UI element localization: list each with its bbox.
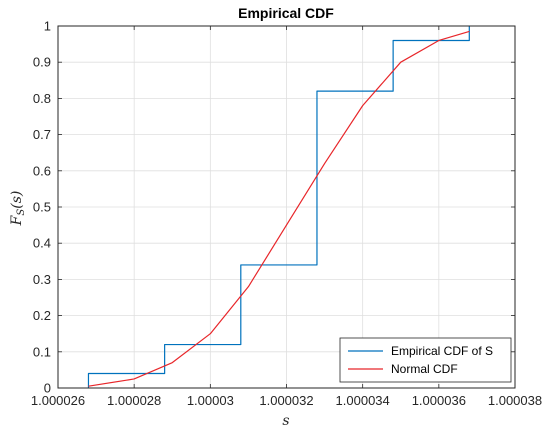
y-tick-label: 0.8 xyxy=(33,91,51,106)
legend: Empirical CDF of S Normal CDF xyxy=(339,337,512,383)
y-tick-label: 0.5 xyxy=(33,200,51,215)
y-tick-label: 0.6 xyxy=(33,163,51,178)
x-tick-label: 1.000032 xyxy=(259,393,313,408)
ticks xyxy=(57,25,516,389)
series-layer xyxy=(87,26,470,388)
y-axis-label-arg: (s) xyxy=(9,191,25,209)
x-tick-label: 1.000026 xyxy=(31,393,85,408)
y-tick-label: 0.9 xyxy=(33,55,51,70)
y-tick-label: 1 xyxy=(44,19,51,34)
y-tick-label: 0.3 xyxy=(33,272,51,287)
chart-title: Empirical CDF xyxy=(238,5,334,21)
x-axis-label: s xyxy=(282,413,289,429)
y-tick-label: 0.7 xyxy=(33,127,51,142)
x-tick-label: 1.000038 xyxy=(488,393,542,408)
x-tick-label: 1.000036 xyxy=(412,393,466,408)
y-tick-label: 0.2 xyxy=(33,308,51,323)
y-tick-label: 0 xyxy=(44,381,51,396)
tick-labels: 1.000026 1.000028 1.00003 1.000032 1.000034 1… xyxy=(31,19,542,409)
legend-label-empirical: Empirical CDF of S xyxy=(391,344,493,358)
x-tick-label: 1.000034 xyxy=(336,393,390,408)
y-axis-label: FS(s) xyxy=(9,191,27,227)
legend-label-normal: Normal CDF xyxy=(391,362,458,376)
svg-text:FS(s): FS(s) xyxy=(9,191,27,227)
y-tick-label: 0.4 xyxy=(33,236,51,251)
x-tick-label: 1.000028 xyxy=(107,393,161,408)
series-empirical-cdf xyxy=(87,26,470,388)
y-axis-label-sub: S xyxy=(16,209,27,216)
series-normal-cdf xyxy=(88,30,470,387)
x-tick-label: 1.00003 xyxy=(187,393,234,408)
y-tick-label: 0.1 xyxy=(33,344,51,359)
y-axis-label-main: F xyxy=(9,214,25,226)
legend-box xyxy=(339,337,512,383)
